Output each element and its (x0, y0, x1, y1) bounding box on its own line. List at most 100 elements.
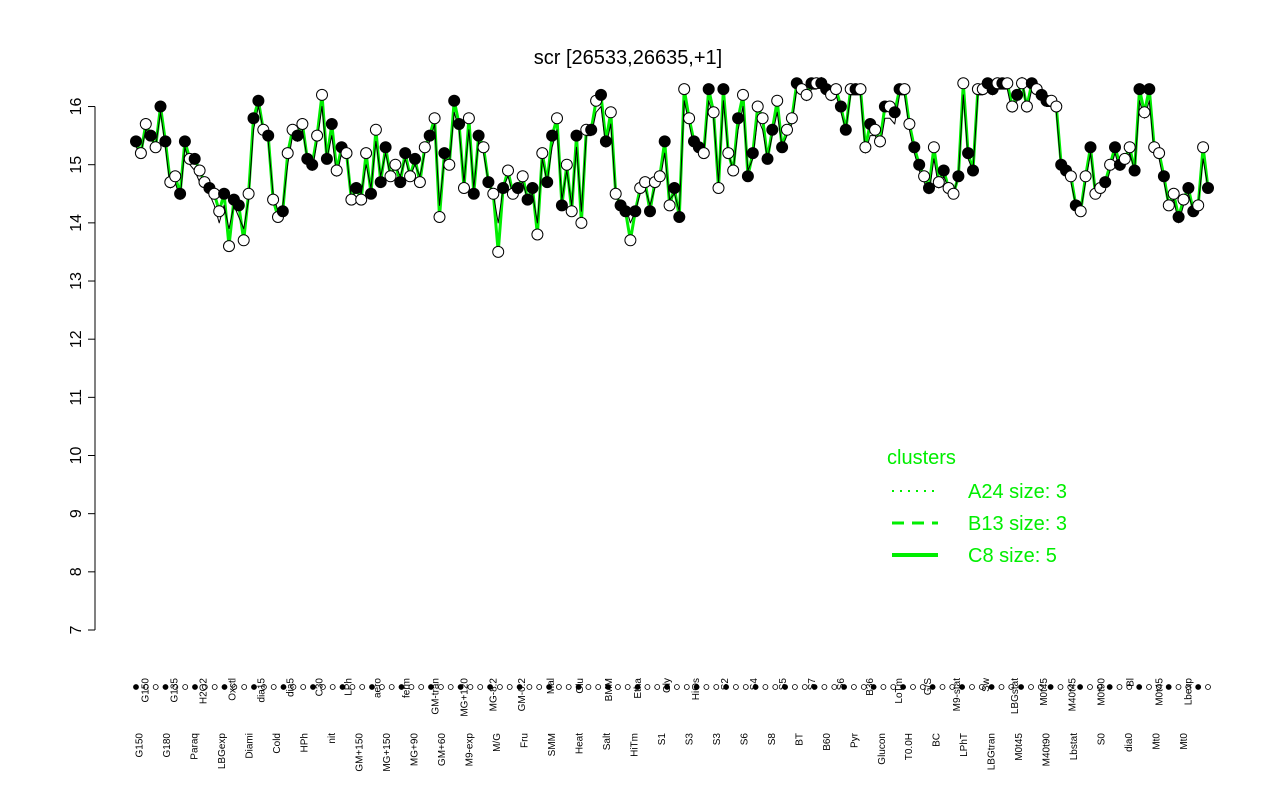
x-marker-12 (251, 684, 257, 690)
x-marker-99 (1106, 684, 1113, 690)
x-label-bottom-1: G180 (162, 733, 173, 758)
x-marker-60 (723, 684, 729, 690)
data-point-132 (776, 141, 789, 154)
data-point-19 (223, 240, 235, 253)
data-point-36 (306, 158, 319, 171)
x-marker-51 (634, 684, 641, 690)
y-tick-label-7: 14 (68, 214, 85, 232)
data-point-101 (624, 234, 637, 247)
data-point-24 (247, 112, 260, 125)
x-marker-105 (1165, 684, 1172, 690)
x-marker-6 (192, 684, 198, 690)
plot-points (130, 77, 1214, 258)
x-marker-53 (654, 684, 661, 690)
data-point-18 (218, 187, 231, 200)
data-point-98 (609, 187, 622, 200)
x-marker-59 (713, 684, 720, 690)
data-point-86 (551, 112, 563, 125)
x-label-bottom-38: Mt0 (1179, 733, 1190, 750)
x-label-bottom-34: Lbstat (1069, 733, 1080, 760)
data-point-8 (169, 170, 182, 183)
x-marker-55 (674, 684, 680, 690)
data-point-0 (130, 135, 142, 148)
data-point-121 (722, 147, 735, 160)
data-point-128 (756, 112, 769, 125)
x-marker-77 (890, 684, 897, 690)
data-point-130 (766, 123, 779, 136)
x-label-top-3: Oxctl (228, 678, 239, 701)
x-marker-88 (998, 684, 1005, 690)
x-marker-46 (585, 684, 592, 690)
x-label-bottom-11: GM+60 (437, 733, 448, 767)
x-marker-25 (378, 684, 385, 690)
data-point-37 (311, 129, 324, 142)
x-marker-11 (241, 684, 248, 690)
y-tick-label-4: 11 (68, 389, 85, 406)
x-label-top-15: Glu (575, 678, 586, 694)
data-point-71 (477, 141, 490, 154)
data-point-93 (585, 123, 598, 136)
x-label-top-8: aero (372, 678, 383, 698)
x-marker-31 (437, 684, 444, 690)
x-marker-103 (1146, 684, 1152, 690)
data-point-80 (521, 193, 534, 206)
data-point-158 (903, 118, 916, 130)
data-point-46 (355, 193, 368, 206)
x-label-top-13: GM-0.2 (517, 678, 528, 712)
x-label-bottom-17: Salt (602, 733, 613, 750)
y-tick-label-1: 8 (68, 567, 85, 576)
data-point-25 (252, 94, 265, 107)
y-tick-label-2: 9 (68, 509, 85, 518)
x-marker-32 (447, 684, 454, 690)
x-marker-83 (949, 684, 956, 690)
x-marker-98 (1096, 684, 1103, 690)
data-point-116 (697, 147, 710, 160)
data-point-191 (1064, 170, 1077, 183)
data-point-66 (453, 118, 466, 130)
data-point-69 (467, 187, 480, 200)
data-point-144 (834, 100, 847, 113)
data-point-17 (213, 205, 226, 218)
y-tick-label-0: 7 (68, 625, 85, 634)
data-point-47 (360, 147, 373, 160)
x-label-top-7: LPh (343, 678, 354, 696)
data-point-213 (1172, 211, 1185, 223)
y-tick-label-9: 16 (68, 98, 85, 116)
data-point-55 (399, 147, 412, 160)
x-marker-64 (762, 684, 769, 690)
x-axis: G150 G135 H2O2 Oxctl dia15 dia5 C30 LPh aero ferm… (133, 677, 1211, 772)
data-point-112 (678, 83, 691, 96)
x-marker-47 (595, 684, 602, 690)
data-point-72 (482, 176, 495, 189)
data-point-57 (409, 152, 421, 165)
x-marker-91 (1028, 684, 1034, 690)
x-marker-86 (978, 684, 985, 690)
data-point-73 (487, 187, 500, 200)
data-point-96 (599, 135, 612, 148)
data-point-74 (492, 245, 505, 258)
data-point-62 (433, 211, 446, 223)
x-label-bottom-15: SMM (547, 733, 558, 756)
x-label-top-27: G/S (923, 678, 934, 696)
data-point-22 (237, 234, 250, 247)
data-point-10 (178, 135, 191, 148)
data-point-109 (663, 199, 676, 212)
data-point-202 (1118, 152, 1131, 165)
x-label-bottom-8: GM+150 (355, 733, 366, 772)
x-marker-41 (536, 684, 543, 690)
data-point-207 (1143, 83, 1156, 96)
data-point-1 (134, 147, 147, 160)
data-point-180 (1011, 88, 1024, 101)
x-marker-2 (152, 684, 159, 690)
data-point-134 (785, 112, 798, 125)
x-marker-20 (329, 684, 336, 690)
x-marker-73 (851, 684, 857, 690)
data-point-48 (365, 187, 377, 200)
data-point-214 (1177, 193, 1190, 206)
x-marker-18 (310, 684, 316, 690)
data-point-97 (604, 106, 617, 119)
x-label-top-11: MG+120 (459, 678, 470, 717)
x-label-bottom-7: nit (327, 733, 338, 744)
data-point-149 (859, 141, 872, 154)
data-point-79 (516, 170, 529, 183)
